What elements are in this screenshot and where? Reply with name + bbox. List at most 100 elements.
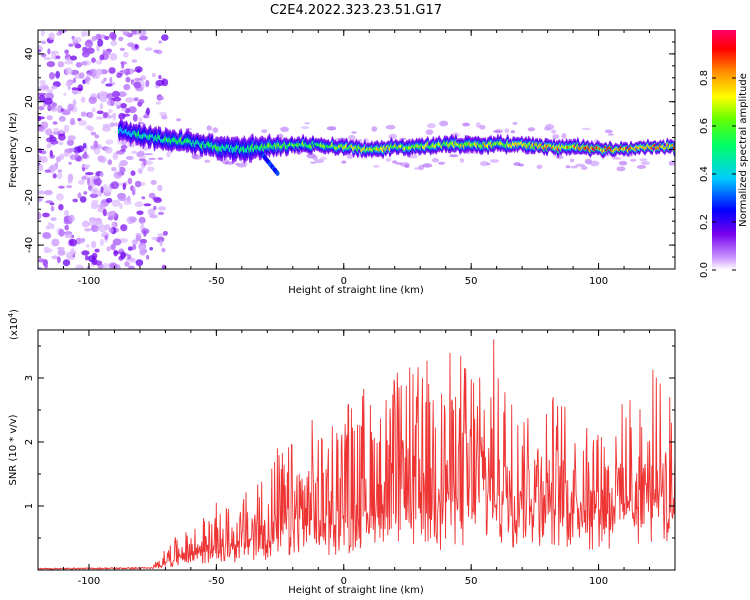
heatmap-cell bbox=[111, 33, 117, 41]
heatmap-cell bbox=[99, 54, 105, 61]
heatmap-cell bbox=[124, 261, 130, 267]
heatmap-cell bbox=[51, 238, 60, 247]
heatmap-cell bbox=[79, 72, 85, 79]
x-tick-label: 50 bbox=[465, 576, 478, 587]
heatmap-cell bbox=[449, 154, 459, 158]
heatmap-cell bbox=[70, 55, 77, 61]
heatmap-cell bbox=[123, 200, 132, 205]
heatmap-cell bbox=[438, 161, 446, 165]
heatmap-cell bbox=[81, 61, 88, 66]
heatmap-cell bbox=[116, 72, 122, 78]
heatmap-cell bbox=[38, 105, 45, 111]
heatmap-cell bbox=[99, 103, 104, 110]
heatmap-cell bbox=[95, 116, 104, 120]
heatmap-cell bbox=[510, 130, 516, 134]
heatmap-cell bbox=[76, 145, 85, 153]
heatmap-cell bbox=[68, 214, 75, 223]
heatmap-cell bbox=[425, 129, 434, 136]
heatmap-cell bbox=[103, 187, 112, 194]
heatmap-cell bbox=[104, 146, 113, 154]
heatmap-cell bbox=[192, 154, 202, 160]
heatmap-cell bbox=[88, 68, 98, 77]
heatmap-cell bbox=[489, 159, 500, 163]
heatmap-cell bbox=[55, 55, 61, 60]
heatmap-cell bbox=[40, 85, 50, 90]
heatmap-cell bbox=[120, 103, 127, 109]
heatmap-cell bbox=[348, 134, 356, 141]
x-tick-label: 50 bbox=[465, 276, 478, 287]
heatmap-cell bbox=[143, 145, 149, 151]
heatmap-cell bbox=[88, 96, 97, 105]
heatmap-cell bbox=[408, 154, 418, 159]
heatmap-cell bbox=[112, 122, 119, 127]
heatmap-cell bbox=[130, 170, 136, 176]
heatmap-cell bbox=[518, 163, 524, 167]
heatmap-cell bbox=[52, 121, 58, 125]
heatmap-cell bbox=[45, 225, 50, 230]
heatmap-cell bbox=[42, 212, 50, 218]
heatmap-cell bbox=[46, 88, 54, 94]
heatmap-cell bbox=[84, 255, 89, 261]
heatmap-cell bbox=[110, 40, 118, 46]
heatmap-cell bbox=[146, 107, 150, 116]
heatmap-cell bbox=[134, 44, 139, 49]
heatmap-cells bbox=[38, 30, 675, 269]
snr-frame bbox=[37, 329, 676, 571]
heatmap-cell bbox=[589, 160, 600, 167]
x-tick-label: 0 bbox=[341, 276, 347, 287]
heatmap-cell bbox=[48, 32, 55, 41]
heatmap-cell bbox=[108, 227, 114, 233]
heatmap-cell bbox=[80, 237, 85, 244]
heatmap-cell bbox=[129, 257, 137, 263]
heatmap-cell bbox=[109, 53, 118, 61]
heatmap-cell bbox=[119, 160, 128, 167]
heatmap-cell bbox=[58, 141, 64, 146]
heatmap-cell bbox=[94, 248, 100, 253]
heatmap-cell bbox=[346, 153, 353, 159]
heatmap-cell bbox=[119, 203, 123, 210]
spectrogram-panel: -100 -50 0 50 100 -40 -20 0 20 40 Height of strai… bbox=[8, 29, 676, 296]
y-tick-label: 40 bbox=[24, 48, 35, 61]
heatmap-cell bbox=[111, 199, 121, 207]
y-tick-label: 2 bbox=[24, 439, 35, 445]
heatmap-cell bbox=[385, 158, 392, 162]
heatmap-cell bbox=[64, 60, 73, 65]
heatmap-cell bbox=[98, 156, 107, 163]
heatmap-cell bbox=[91, 199, 99, 204]
heatmap-cell bbox=[144, 47, 153, 52]
heatmap-cell bbox=[152, 196, 162, 201]
heatmap-cell bbox=[38, 148, 42, 154]
heatmap-cell bbox=[385, 124, 396, 130]
heatmap-cell bbox=[122, 31, 131, 36]
heatmap-cell bbox=[139, 248, 146, 256]
heatmap-cell bbox=[140, 222, 145, 229]
heatmap-cell bbox=[50, 223, 55, 230]
heatmap-cell bbox=[545, 123, 555, 130]
colorbar-tick-label: 0.2 bbox=[699, 214, 710, 230]
heatmap-cell bbox=[53, 127, 60, 133]
heatmap-cell bbox=[133, 97, 139, 102]
heatmap-cell bbox=[48, 72, 55, 80]
x-tick-label: -100 bbox=[78, 576, 101, 587]
heatmap-cell bbox=[138, 244, 147, 251]
heatmap-cell bbox=[83, 191, 88, 195]
heatmap-cell bbox=[49, 164, 59, 171]
snr-ticks: -100 -50 0 50 100 1 2 3 bbox=[24, 330, 676, 587]
heatmap-cell bbox=[102, 125, 111, 132]
heatmap-cell bbox=[84, 228, 92, 232]
heatmap-cell bbox=[581, 127, 592, 130]
heatmap-cell bbox=[64, 49, 69, 55]
colorbar-ticks: 0.0 0.2 0.4 0.6 0.8 bbox=[699, 70, 736, 278]
heatmap-cell bbox=[72, 39, 79, 42]
heatmap-cell bbox=[123, 51, 129, 58]
heatmap-cell bbox=[151, 236, 159, 241]
colorbar-tick-label: 0.4 bbox=[699, 166, 710, 182]
heatmap-cell bbox=[38, 266, 43, 269]
heatmap-cell bbox=[97, 38, 104, 47]
heatmap-cell bbox=[70, 117, 75, 125]
heatmap-cell bbox=[556, 155, 564, 160]
heatmap-cell bbox=[141, 228, 150, 235]
heatmap-cell bbox=[157, 211, 165, 216]
y-tick-label: 20 bbox=[24, 95, 35, 108]
heatmap-cell bbox=[63, 92, 67, 96]
